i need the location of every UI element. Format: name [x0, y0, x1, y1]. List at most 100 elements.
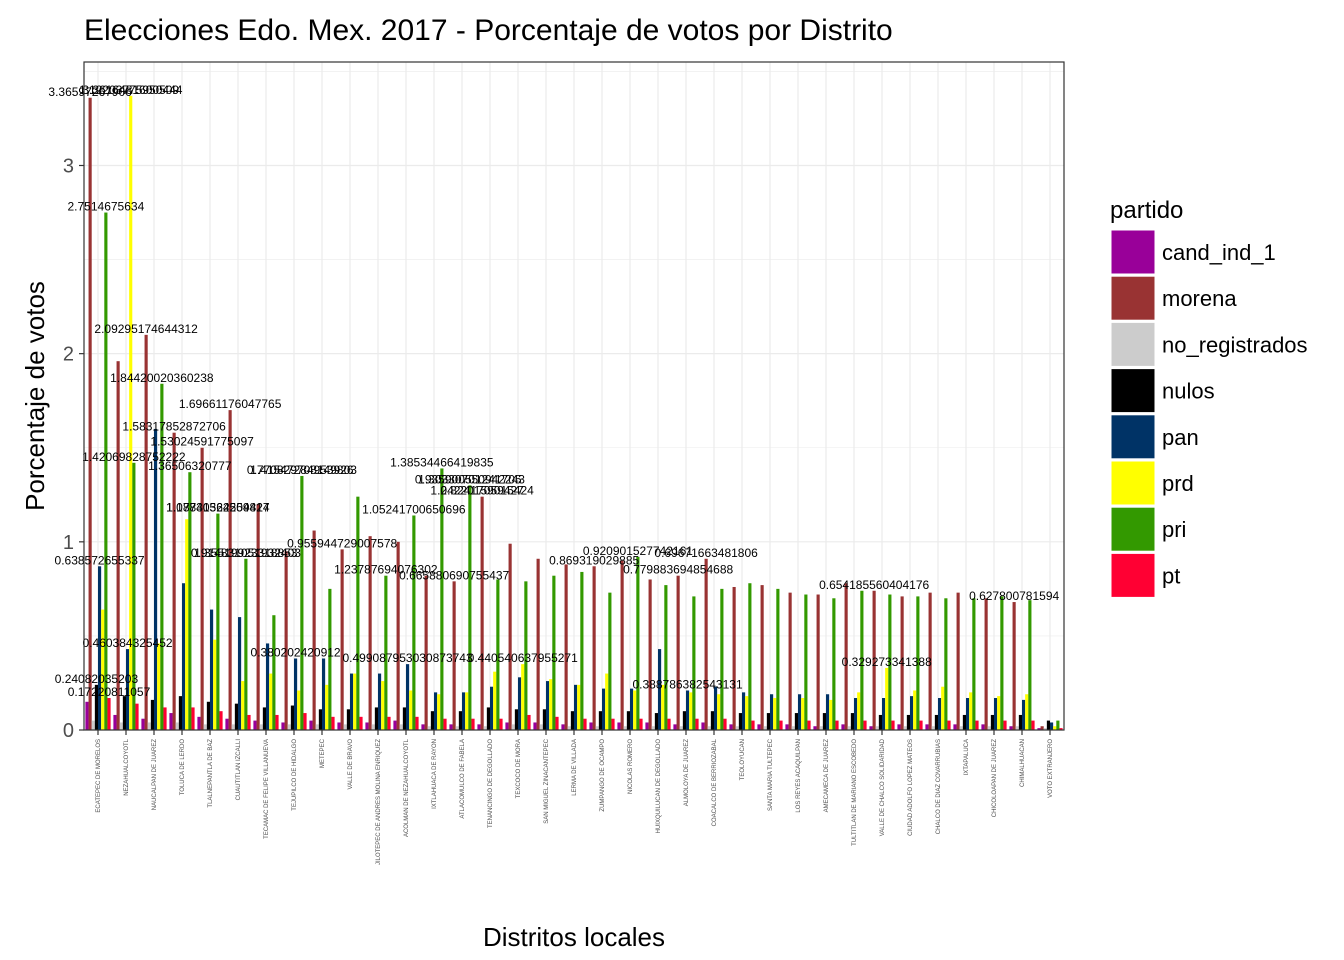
x-tick-label: VALLE DE CHALCO SOLIDARIDAD [880, 738, 886, 836]
bar [760, 585, 764, 730]
bar [689, 692, 693, 730]
bar [331, 716, 335, 730]
bar [742, 692, 746, 730]
bar [91, 720, 95, 730]
bar [664, 585, 668, 730]
bar [225, 718, 229, 730]
bar [863, 720, 867, 730]
bar [356, 496, 360, 730]
bar [300, 475, 304, 730]
y-tick-label: 0 [63, 720, 74, 742]
bar [318, 709, 322, 730]
x-tick-label: IXTAPALUCA [964, 739, 970, 775]
data-label: 1.53024591775097 [150, 435, 254, 449]
bar [947, 720, 951, 730]
x-tick-label: VOTO EXTRANJERO [1048, 739, 1054, 798]
legend-swatch [1110, 275, 1156, 321]
x-tick-label: SANTA MARIA TULTEPEC [768, 738, 774, 811]
bar [956, 592, 960, 730]
legend-swatch [1110, 368, 1156, 414]
bar [592, 566, 596, 730]
bar [813, 726, 817, 730]
bar [1015, 726, 1019, 730]
data-label: 1.38534466419835 [390, 455, 494, 469]
bar [505, 722, 509, 730]
x-tick-label: NEZAHUALCOYOTL [124, 738, 130, 795]
x-tick-label: JILOTEPEC DE ANDRES MOLINA ENRIQUEZ [376, 739, 382, 865]
bar [1043, 728, 1047, 730]
bar [508, 543, 512, 730]
bar [944, 598, 948, 730]
data-label: 1.30330701241705 [418, 472, 522, 486]
bar [633, 690, 637, 730]
bar [676, 575, 680, 730]
bar [903, 726, 907, 730]
bar [735, 726, 739, 730]
legend-swatch [1110, 552, 1156, 598]
legend-title: partido [1110, 197, 1183, 224]
data-label: 0.869319029885 [549, 553, 639, 567]
bar [511, 724, 515, 730]
bar [406, 664, 410, 730]
bar [763, 726, 767, 730]
bar [430, 711, 434, 730]
bar [682, 711, 686, 730]
data-label: 0.920901527742161 [583, 544, 693, 558]
bar [353, 673, 357, 730]
y-axis-title: Porcentaje de votos [20, 281, 50, 511]
bar [598, 711, 602, 730]
bar [1050, 722, 1054, 730]
bar [247, 714, 251, 730]
legend-label: pri [1162, 517, 1186, 542]
data-label: 0.638572655337 [55, 553, 145, 567]
bar [399, 724, 403, 730]
bar [975, 720, 979, 730]
bar [704, 558, 708, 730]
bar [281, 722, 285, 730]
bar [486, 707, 490, 730]
bar [197, 716, 201, 730]
bar [645, 722, 649, 730]
bar [819, 726, 823, 730]
bar [785, 724, 789, 730]
bar [605, 673, 609, 730]
y-tick-label: 1 [63, 532, 74, 554]
bar [169, 713, 173, 730]
bar [661, 684, 665, 730]
bar [779, 720, 783, 730]
legend-swatch [1110, 414, 1156, 460]
bar [878, 714, 882, 730]
legend-label: nulos [1162, 379, 1215, 404]
x-tick-label: ZUMPANGO DE OCAMPO [600, 739, 606, 812]
bar [897, 724, 901, 730]
bar [496, 579, 500, 730]
bar [583, 718, 587, 730]
data-label: 1.08830524559817 [166, 501, 270, 515]
bar [707, 726, 711, 730]
bar [832, 598, 836, 730]
data-label: 0.935900550942243 [415, 472, 525, 486]
x-tick-label: ATLACOMULCO DE FABELA [460, 739, 466, 819]
bar [860, 590, 864, 730]
data-label: 0.82417059427 [440, 484, 524, 498]
x-tick-label: NICOLAS ROMERO [628, 739, 634, 794]
data-label: 0.770829708149803 [247, 463, 357, 477]
bar [966, 698, 970, 730]
bar [882, 698, 886, 730]
bar [798, 694, 802, 730]
bar [630, 688, 634, 730]
bar [126, 649, 130, 730]
bar [962, 714, 966, 730]
legend-swatch [1110, 460, 1156, 506]
bar [776, 588, 780, 730]
bar [424, 575, 428, 730]
bar [393, 720, 397, 730]
x-tick-label: CUAUTITLAN IZCALLI [236, 739, 242, 801]
bar [493, 671, 497, 730]
bar [132, 462, 136, 730]
bar [527, 714, 531, 730]
bar [570, 711, 574, 730]
legend-swatch [1110, 229, 1156, 275]
